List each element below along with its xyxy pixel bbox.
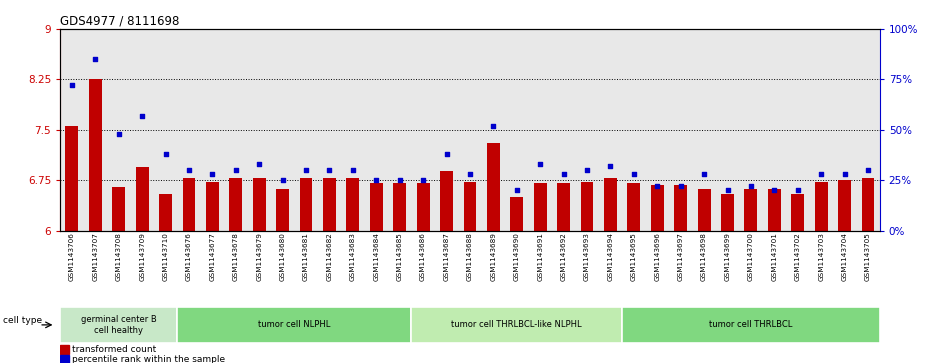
Bar [136,167,148,231]
Point [696,171,711,177]
Text: tumor cell THRLBCL-like NLPHL: tumor cell THRLBCL-like NLPHL [452,321,582,329]
Bar [417,184,430,231]
Point [88,56,103,62]
Point [744,183,758,189]
Point [229,167,244,173]
Bar [838,180,851,231]
Bar [510,197,523,231]
Point [369,177,383,183]
Point [580,167,594,173]
Bar [89,79,102,231]
Point [790,187,805,193]
Bar [674,185,687,231]
Bar [533,184,546,231]
Point [509,187,524,193]
Bar [792,193,804,231]
Point [462,171,478,177]
Point [345,167,360,173]
Point [181,167,196,173]
Bar [60,345,69,354]
Text: GDS4977 / 8111698: GDS4977 / 8111698 [60,15,180,28]
Bar [622,307,880,343]
Bar [60,307,177,343]
Bar [276,189,289,231]
Point [322,167,337,173]
Point [720,187,735,193]
Bar [182,178,195,231]
Point [439,151,454,157]
Point [767,187,782,193]
Text: tumor cell THRLBCL: tumor cell THRLBCL [709,321,793,329]
Bar [721,193,734,231]
Point [837,171,852,177]
Point [557,171,571,177]
Bar [60,355,69,363]
Text: tumor cell NLPHL: tumor cell NLPHL [258,321,331,329]
Point [603,163,618,169]
Bar [651,185,664,231]
Point [650,183,665,189]
Bar [557,184,570,231]
Text: transformed count: transformed count [72,345,156,354]
Bar [815,182,828,231]
Bar [369,184,382,231]
Bar [440,171,453,231]
Text: cell type: cell type [3,316,43,325]
Text: percentile rank within the sample: percentile rank within the sample [72,355,226,363]
Point [416,177,431,183]
Bar [464,182,476,231]
Bar [300,178,312,231]
Bar [697,189,710,231]
Bar [861,178,874,231]
Bar [411,307,622,343]
Point [532,161,547,167]
Bar [323,178,336,231]
Bar [487,143,500,231]
Bar [628,184,640,231]
Bar [346,178,359,231]
Point [673,183,688,189]
Point [298,167,313,173]
Point [111,131,126,137]
Bar [581,182,594,231]
Bar [206,182,219,231]
Bar [253,178,266,231]
Bar [66,126,79,231]
Point [486,123,501,129]
Bar [177,307,411,343]
Bar [604,178,617,231]
Point [205,171,219,177]
Point [393,177,407,183]
Bar [394,184,407,231]
Bar [745,189,757,231]
Point [252,161,267,167]
Bar [768,189,781,231]
Point [158,151,173,157]
Point [65,82,80,88]
Point [814,171,829,177]
Bar [230,178,243,231]
Point [626,171,641,177]
Bar [112,187,125,231]
Bar [159,193,172,231]
Point [860,167,875,173]
Text: germinal center B
cell healthy: germinal center B cell healthy [81,315,156,335]
Point [275,177,290,183]
Point [135,113,150,119]
